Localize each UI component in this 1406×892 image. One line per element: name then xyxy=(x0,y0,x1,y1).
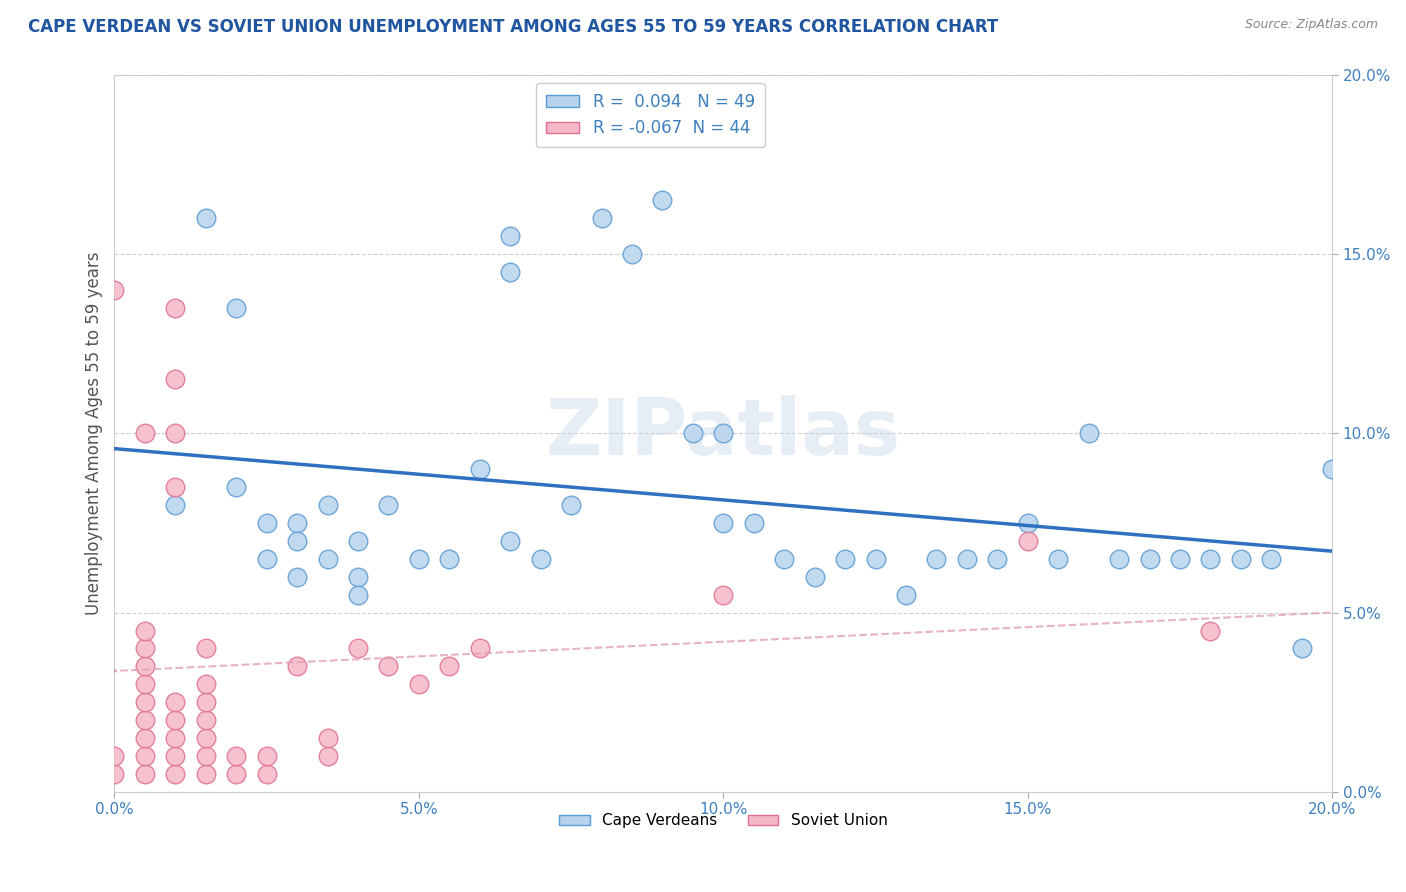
Point xyxy=(986,551,1008,566)
Point xyxy=(651,193,673,207)
Point xyxy=(894,588,917,602)
Point xyxy=(560,498,582,512)
Point xyxy=(103,749,125,764)
Point xyxy=(316,749,339,764)
Point xyxy=(499,229,522,244)
Point xyxy=(591,211,613,225)
Point xyxy=(165,426,187,441)
Point xyxy=(103,767,125,781)
Point xyxy=(165,301,187,315)
Point xyxy=(285,533,308,548)
Y-axis label: Unemployment Among Ages 55 to 59 years: Unemployment Among Ages 55 to 59 years xyxy=(86,252,103,615)
Point xyxy=(408,551,430,566)
Point xyxy=(285,659,308,673)
Point xyxy=(1168,551,1191,566)
Point xyxy=(1199,551,1222,566)
Point xyxy=(377,498,399,512)
Point xyxy=(1199,624,1222,638)
Point xyxy=(1017,516,1039,530)
Point xyxy=(256,516,278,530)
Point xyxy=(742,516,765,530)
Point xyxy=(194,695,217,709)
Point xyxy=(468,641,491,656)
Point xyxy=(134,695,156,709)
Point xyxy=(316,551,339,566)
Point xyxy=(134,624,156,638)
Point xyxy=(165,731,187,746)
Point xyxy=(347,641,370,656)
Text: Source: ZipAtlas.com: Source: ZipAtlas.com xyxy=(1244,18,1378,31)
Point xyxy=(925,551,948,566)
Point xyxy=(468,462,491,476)
Point xyxy=(134,749,156,764)
Point xyxy=(194,749,217,764)
Point xyxy=(165,713,187,727)
Point xyxy=(225,301,247,315)
Point xyxy=(711,426,734,441)
Point xyxy=(134,659,156,673)
Point xyxy=(103,283,125,297)
Text: ZIPatlas: ZIPatlas xyxy=(546,395,901,471)
Point xyxy=(225,480,247,494)
Point xyxy=(347,533,370,548)
Point xyxy=(225,767,247,781)
Point xyxy=(711,516,734,530)
Point xyxy=(165,749,187,764)
Point xyxy=(134,426,156,441)
Point xyxy=(316,731,339,746)
Text: CAPE VERDEAN VS SOVIET UNION UNEMPLOYMENT AMONG AGES 55 TO 59 YEARS CORRELATION : CAPE VERDEAN VS SOVIET UNION UNEMPLOYMEN… xyxy=(28,18,998,36)
Point xyxy=(134,641,156,656)
Point xyxy=(316,498,339,512)
Point xyxy=(1108,551,1130,566)
Point xyxy=(165,480,187,494)
Point xyxy=(194,641,217,656)
Point xyxy=(1077,426,1099,441)
Point xyxy=(194,211,217,225)
Point xyxy=(225,749,247,764)
Point xyxy=(1230,551,1253,566)
Point xyxy=(682,426,704,441)
Point xyxy=(165,498,187,512)
Point xyxy=(711,588,734,602)
Point xyxy=(134,677,156,691)
Point xyxy=(956,551,979,566)
Point xyxy=(499,533,522,548)
Point xyxy=(165,767,187,781)
Point xyxy=(773,551,796,566)
Point xyxy=(1017,533,1039,548)
Point xyxy=(408,677,430,691)
Point xyxy=(1322,462,1344,476)
Point xyxy=(134,713,156,727)
Point xyxy=(620,247,643,261)
Point xyxy=(285,570,308,584)
Point xyxy=(377,659,399,673)
Point xyxy=(256,551,278,566)
Point xyxy=(194,677,217,691)
Point xyxy=(803,570,825,584)
Point xyxy=(1047,551,1070,566)
Point xyxy=(1139,551,1161,566)
Point xyxy=(256,767,278,781)
Point xyxy=(347,570,370,584)
Point xyxy=(165,372,187,386)
Point xyxy=(1291,641,1313,656)
Legend: Cape Verdeans, Soviet Union: Cape Verdeans, Soviet Union xyxy=(553,807,894,835)
Point xyxy=(285,516,308,530)
Point xyxy=(834,551,856,566)
Point xyxy=(1260,551,1282,566)
Point xyxy=(165,695,187,709)
Point xyxy=(256,749,278,764)
Point xyxy=(347,588,370,602)
Point xyxy=(865,551,887,566)
Point xyxy=(134,767,156,781)
Point xyxy=(194,731,217,746)
Point xyxy=(530,551,553,566)
Point xyxy=(194,767,217,781)
Point xyxy=(439,659,461,673)
Point xyxy=(439,551,461,566)
Point xyxy=(134,731,156,746)
Point xyxy=(194,713,217,727)
Point xyxy=(499,265,522,279)
